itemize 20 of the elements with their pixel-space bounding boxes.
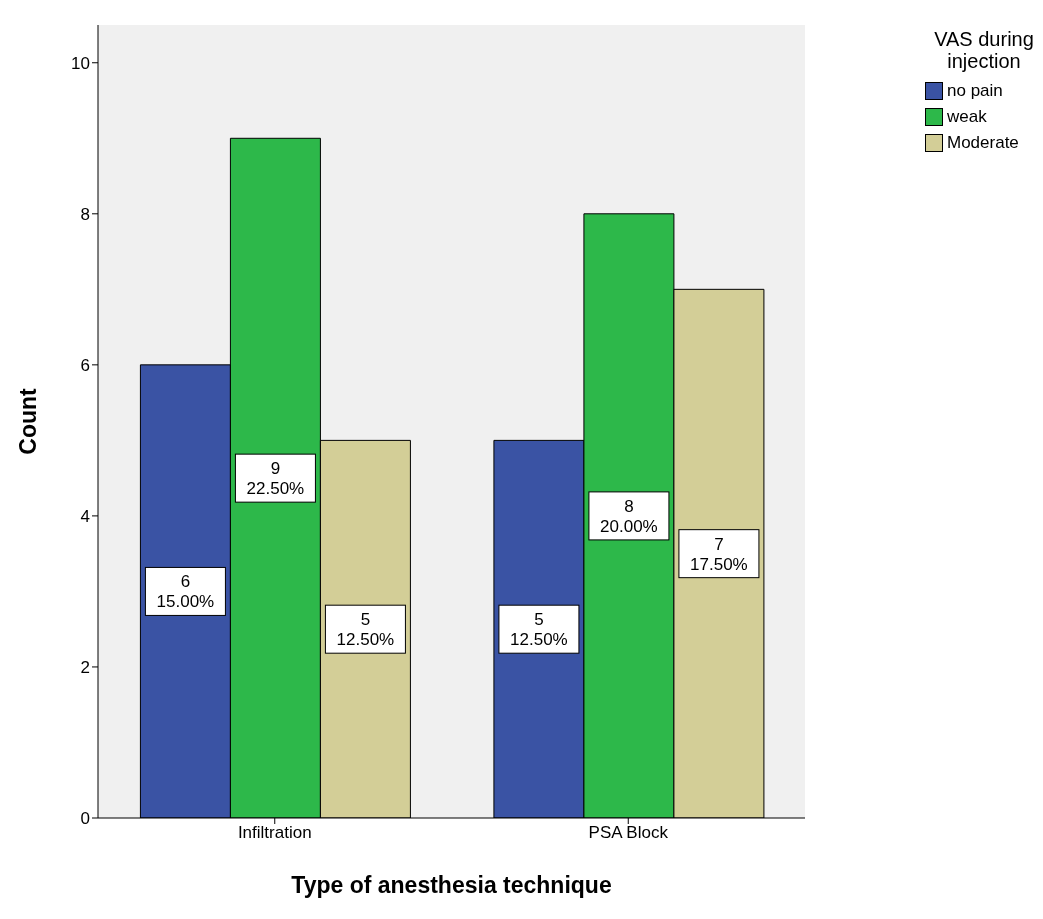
legend-label: Moderate — [947, 133, 1019, 153]
data-label: 9 22.50% — [246, 459, 305, 499]
x-tick-label: PSA Block — [588, 823, 669, 843]
data-label: 5 12.50% — [510, 610, 568, 650]
data-label: 6 15.00% — [156, 572, 215, 612]
y-axis-title: Count — [15, 387, 42, 455]
y-tick-label: 6 — [80, 355, 90, 375]
y-tick-label: 10 — [71, 53, 90, 73]
y-tick-label: 0 — [80, 809, 90, 829]
legend-label: weak — [947, 107, 987, 127]
legend-title: VAS during injection — [933, 28, 1035, 72]
data-label: 8 20.00% — [600, 496, 658, 536]
y-tick-label: 8 — [80, 204, 90, 224]
data-label: 5 12.50% — [336, 610, 395, 650]
y-tick-label: 4 — [80, 506, 90, 526]
data-label: 7 17.50% — [690, 534, 748, 574]
legend-label: no pain — [947, 81, 1003, 101]
y-tick-label: 2 — [80, 657, 90, 677]
x-axis-title: Type of anesthesia technique — [291, 872, 612, 898]
x-tick-label: Infiltration — [237, 823, 312, 843]
